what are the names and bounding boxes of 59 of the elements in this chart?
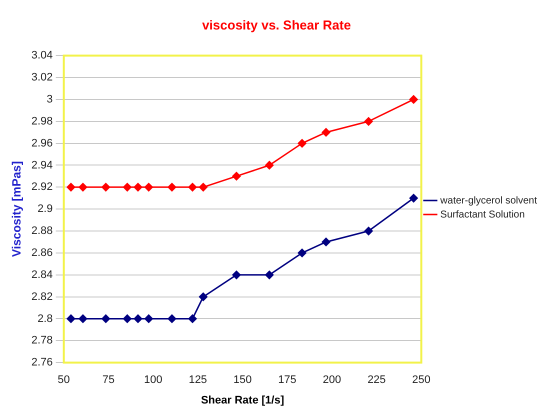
point <box>265 160 274 170</box>
x-tick-label: 225 <box>367 374 386 386</box>
point <box>409 194 418 202</box>
point <box>232 172 241 180</box>
chart-title: viscosity vs. Shear Rate <box>202 17 351 32</box>
point <box>409 95 418 104</box>
point <box>144 314 153 323</box>
point <box>78 182 88 192</box>
y-tick-label: 2.84 <box>31 268 53 281</box>
y-tick-label: 2.82 <box>31 290 53 303</box>
y-tick-label: 3.02 <box>31 72 53 84</box>
x-tick-label: 75 <box>102 374 115 386</box>
y-tick-label: 2.94 <box>31 159 53 172</box>
x-tick-label: 250 <box>412 374 430 386</box>
x-tick-label: 100 <box>144 374 162 386</box>
point <box>188 182 197 192</box>
y-tick-label: 2.92 <box>31 181 53 194</box>
point <box>322 128 330 137</box>
x-axis-title: Shear Rate [1/s] <box>200 394 284 406</box>
x-tick-label: 50 <box>58 374 70 386</box>
y-tick-label: 2.88 <box>31 225 53 238</box>
y-axis-title: Viscosity [mPas] <box>10 161 24 258</box>
point <box>265 270 274 280</box>
point <box>188 314 197 323</box>
point <box>134 182 142 192</box>
point <box>198 292 208 302</box>
point <box>134 314 142 323</box>
y-tick-label: 2.76 <box>31 356 53 369</box>
y-tick-label: 2.8 <box>38 312 53 325</box>
point <box>298 139 306 148</box>
x-tick-label: 175 <box>278 374 296 386</box>
x-tick-label: 125 <box>188 374 208 386</box>
point <box>66 314 76 323</box>
y-tick-label: 3.04 <box>31 50 53 62</box>
point <box>123 314 132 323</box>
legend-label: water-glycerol solvent <box>439 195 538 206</box>
y-tick-label: 2.98 <box>31 115 53 128</box>
point <box>168 182 176 192</box>
point <box>144 182 153 192</box>
point <box>364 117 373 126</box>
y-tick-label: 2.86 <box>31 246 53 259</box>
point <box>322 238 330 246</box>
point <box>298 248 306 258</box>
point <box>364 226 373 236</box>
point <box>78 314 88 323</box>
point <box>102 314 110 323</box>
x-tick-label: 200 <box>322 374 342 386</box>
y-tick-label: 2.96 <box>31 137 53 150</box>
point <box>232 270 241 280</box>
point <box>66 182 76 192</box>
y-tick-label: 3 <box>46 93 53 106</box>
point <box>102 182 110 192</box>
point <box>168 314 176 323</box>
legend-label: Surfactant Solution <box>440 209 525 220</box>
y-tick-label: 2.78 <box>31 334 53 347</box>
x-tick-label: 150 <box>233 374 252 386</box>
point <box>123 182 132 192</box>
y-tick-label: 2.9 <box>38 203 53 216</box>
point <box>198 182 208 192</box>
